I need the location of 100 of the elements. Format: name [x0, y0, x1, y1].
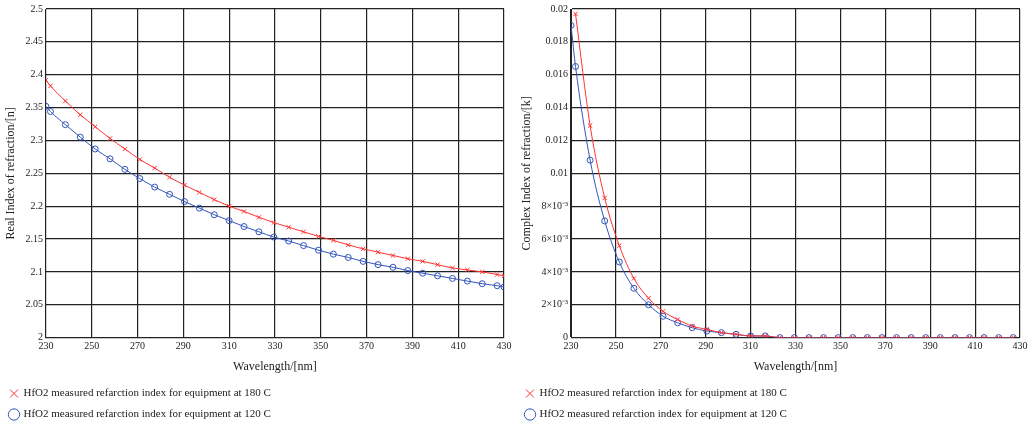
y-axis-title: Complex Index of refraction/[k]: [519, 96, 534, 251]
point: [225, 217, 233, 225]
x-tick-label: 310: [743, 340, 759, 352]
point: [359, 257, 367, 265]
point: [675, 316, 681, 323]
point: [478, 280, 486, 288]
point: [241, 208, 247, 215]
y-tick-label: 2.1: [30, 265, 43, 277]
point: [47, 83, 54, 89]
x-tick-label: 390: [404, 340, 420, 352]
x-tick-label: 370: [359, 340, 375, 352]
x-tick-label: 330: [267, 340, 283, 352]
point: [166, 174, 173, 180]
point: [92, 124, 98, 130]
point: [631, 275, 637, 282]
x-axis-title: Wavelength/[nm]: [753, 358, 838, 373]
point: [644, 301, 652, 309]
point: [345, 242, 351, 248]
x-tick-label: 390: [922, 340, 938, 352]
point: [285, 237, 293, 245]
y-tick-label: 2.3: [30, 134, 43, 146]
point: [419, 269, 427, 277]
point: [344, 253, 352, 261]
x-tick-label: 410: [450, 340, 466, 352]
x-tick-label: 410: [967, 340, 983, 352]
point: [137, 156, 143, 163]
point: [300, 229, 307, 235]
x-tick-label: 310: [221, 340, 237, 352]
point: [180, 198, 188, 206]
point: [615, 258, 623, 266]
legend-label: HfO2 measured refarction index for equipment at 180 C: [539, 386, 787, 399]
point: [300, 242, 308, 250]
point: [389, 263, 397, 271]
point: [464, 267, 470, 273]
y-tick-label: 2: [37, 331, 43, 343]
point: [61, 121, 69, 129]
y-tick-label: 4×10⁻³: [541, 265, 569, 277]
point: [121, 165, 129, 173]
point: [479, 269, 485, 275]
point: [91, 145, 99, 153]
point: [151, 183, 159, 191]
point: [166, 190, 174, 198]
point: [77, 112, 83, 118]
point: [211, 196, 217, 203]
x-tick-label: 430: [496, 340, 512, 352]
point: [46, 108, 54, 116]
point: [255, 228, 263, 236]
point: [434, 272, 442, 280]
x-tick-label: 350: [313, 340, 329, 352]
y-tick-label: 0.018: [545, 35, 569, 47]
x-tick-label: 270: [130, 340, 146, 352]
y-axis-title: Real Index of refraction/[n]: [3, 107, 18, 240]
x-tick-label: 350: [832, 340, 848, 352]
point: [405, 256, 411, 262]
point: [602, 195, 608, 201]
point: [674, 319, 682, 327]
point: [122, 146, 128, 152]
y-tick-label: 0.01: [550, 166, 569, 178]
point: [434, 262, 441, 268]
y-tick-label: 0.012: [545, 134, 569, 146]
x-axis-title: Wavelength/[nm]: [233, 358, 317, 373]
point: [494, 271, 500, 278]
point: [256, 214, 262, 220]
point: [616, 242, 622, 249]
point: [330, 237, 336, 243]
y-tick-label: 0.014: [545, 101, 569, 113]
y-tick-label: 2.15: [25, 232, 43, 244]
y-tick-label: 2.45: [25, 35, 43, 47]
point: [107, 135, 113, 142]
point: [210, 211, 218, 219]
x-tick-label: 370: [877, 340, 893, 352]
point: [587, 123, 593, 129]
point: [270, 233, 278, 241]
point: [449, 265, 456, 271]
point: [659, 312, 667, 320]
point: [493, 282, 501, 290]
y-tick-label: 2.4: [30, 68, 43, 80]
x-tick-label: 330: [788, 340, 804, 352]
point: [271, 219, 277, 226]
point: [572, 63, 580, 71]
point: [62, 98, 68, 104]
y-tick-label: 2.25: [25, 166, 43, 178]
point: [375, 249, 381, 255]
point: [463, 277, 471, 285]
x-tick-label: 230: [563, 340, 579, 352]
y-tick-label: 0.016: [545, 68, 569, 80]
x-tick-label: 270: [653, 340, 669, 352]
x-tick-label: 290: [175, 340, 191, 352]
y-tick-label: 2.35: [25, 101, 43, 113]
point: [360, 246, 366, 252]
point: [195, 204, 203, 212]
point: [390, 252, 396, 259]
y-tick-label: 2.5: [30, 2, 43, 14]
y-tick-label: 6×10⁻³: [541, 232, 569, 244]
point: [226, 203, 232, 209]
legend-label: HfO2 measured refarction index for equipment at 120 C: [23, 407, 271, 420]
point: [601, 217, 609, 225]
point: [181, 182, 188, 188]
y-tick-label: 2×10⁻³: [541, 298, 569, 310]
point: [329, 250, 337, 258]
